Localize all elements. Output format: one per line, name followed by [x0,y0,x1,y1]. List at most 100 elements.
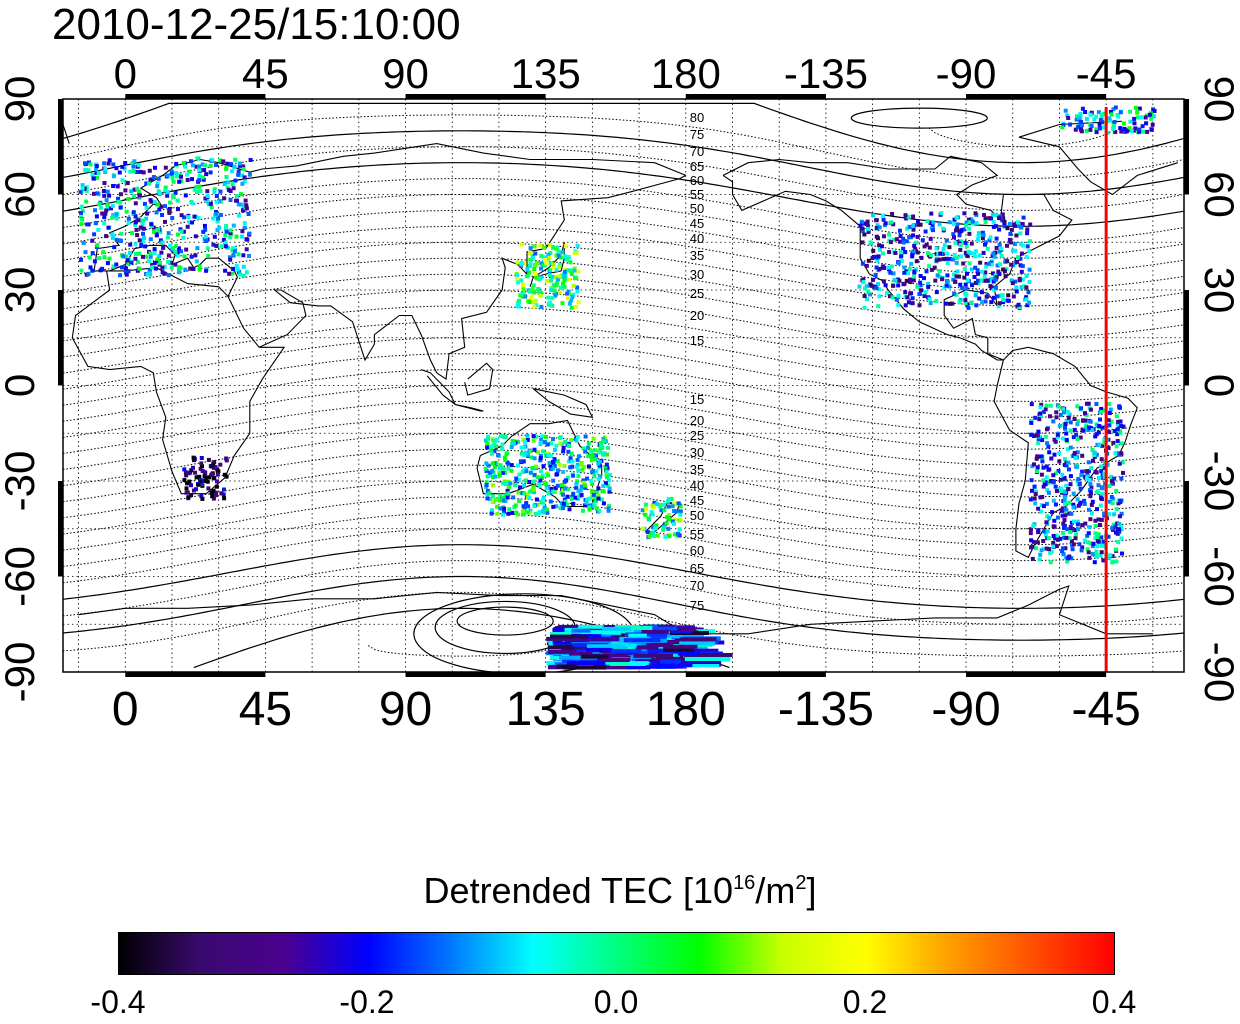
tec-pixel [225,185,230,190]
tec-pixel [923,290,928,295]
contour-label: 70 [690,144,704,159]
tec-pixel [244,237,249,242]
tec-pixel [133,242,138,247]
tec-pixel [1120,460,1125,465]
tec-pixel [675,509,680,514]
tec-pixel [995,263,1000,268]
tec-pixel [147,268,152,273]
tec-pixel [1036,436,1041,441]
tec-pixel [492,449,497,454]
contour-label: 80 [690,110,704,125]
tec-pixel [1089,110,1094,115]
tec-pixel [190,201,195,206]
tec-pixel [1013,279,1018,284]
tec-pixel [601,437,606,441]
tec-pixel [594,506,599,511]
tec-pixel [1038,552,1043,557]
tec-pixel [575,435,580,439]
tec-pixel [534,303,539,308]
tec-pixel [893,251,898,255]
tec-pixel [908,280,913,285]
tec-pixel [1117,514,1122,519]
tec-pixel [574,481,579,486]
tec-pixel [101,189,106,193]
tec-pixel [532,456,537,461]
tec-pixel [1137,129,1141,134]
tec-pixel [958,243,963,247]
tec-pixel [963,250,968,255]
tec-pixel [100,266,105,271]
coastline [722,155,1073,361]
tec-pixel [559,483,564,488]
tec-pixel [589,458,594,463]
tec-pixel [679,637,717,642]
tec-pixel [242,225,247,230]
tec-pixel [563,665,607,670]
tec-pixel [153,266,158,271]
tec-pixel [114,166,119,171]
tec-pixel [678,651,701,656]
tec-pixel [593,456,598,461]
tec-pixel [1061,552,1066,557]
tec-pixel [547,273,552,277]
tec-pixel [122,166,127,171]
tec-pixel [125,258,130,263]
mag-contour [63,114,1184,180]
tec-pixel [485,445,490,450]
tec-pixel [524,501,529,506]
tec-pixel [234,234,239,239]
lat-tick-label: -90 [0,642,43,703]
tec-pixel [583,449,588,454]
tec-pixel [1059,486,1064,491]
tec-pixel [1029,432,1034,437]
tec-pixel [154,233,159,238]
tec-pixel [1035,469,1039,474]
tec-pixel [126,269,131,274]
tec-pixel [153,165,157,170]
tec-pixel [1052,518,1057,523]
tec-pixel [903,290,908,295]
tec-pixel [957,233,962,238]
tec-pixel [240,173,245,178]
tec-pixel [934,258,939,263]
tec-pixel [548,261,553,266]
tec-pixel [901,236,906,241]
coastline [993,346,1138,559]
frame-bar [1184,481,1189,577]
tec-pixel [1089,502,1094,507]
tec-pixel [899,253,904,258]
tec-pixel [493,474,498,479]
tec-pixel [993,224,998,229]
contour-label: 60 [690,173,704,188]
tec-pixel [554,281,559,286]
tec-pixel [898,234,903,239]
tec-pixel [981,250,986,255]
tec-pixel [147,168,152,173]
tec-pixel [526,510,530,515]
tec-pixel [958,247,963,252]
tec-pixel [210,157,215,162]
tec-pixel [607,504,612,509]
tec-pixel [1039,509,1044,514]
tec-pixel [906,300,911,305]
tec-pixel [1111,107,1116,112]
tec-pixel [521,459,526,464]
tec-pixel [166,231,171,236]
tec-pixel [1100,120,1104,125]
tec-pixel [137,266,142,271]
lat-tick-label: 60 [0,171,43,218]
tec-pixel [513,482,517,487]
tec-pixel [1068,420,1073,425]
tec-pixel [1119,451,1124,456]
tec-pixel [985,246,990,251]
tec-pixel [1086,531,1091,536]
tec-pixel [1025,244,1030,249]
tec-pixel [132,159,137,164]
tec-pixel [663,534,668,539]
tec-pixel [1119,441,1124,446]
tec-pixel [969,267,974,272]
tec-pixel [858,223,863,228]
tec-pixel [973,265,978,270]
tec-pixel [168,200,172,205]
tec-pixel [1041,478,1046,483]
